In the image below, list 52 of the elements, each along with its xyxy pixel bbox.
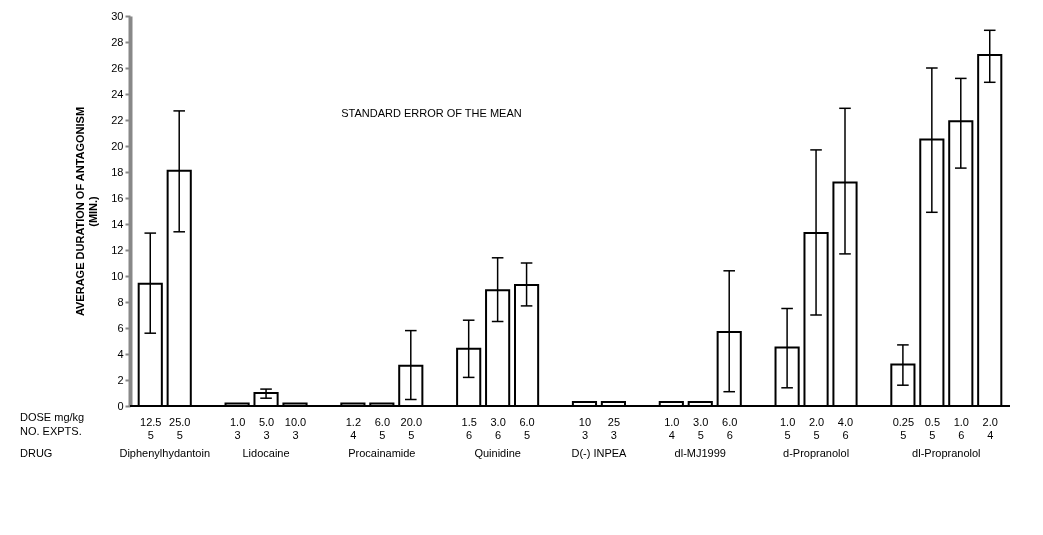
y-tick-label: 22 bbox=[111, 113, 124, 126]
text: d-Propranolol bbox=[783, 447, 850, 459]
text: DRUG bbox=[20, 447, 53, 459]
x-tick-label: 6.0 5 bbox=[519, 415, 535, 441]
x-tick-label: 4.0 6 bbox=[837, 415, 854, 441]
y-tick-label: 2 bbox=[117, 373, 124, 386]
text: Lidocaine bbox=[242, 447, 290, 459]
x-tick-label: 2.0 4 bbox=[982, 415, 998, 441]
y-tick-label: 8 bbox=[117, 295, 124, 308]
text: Diphenylhydantoin bbox=[119, 447, 210, 459]
x-tick-label: 25 3 bbox=[607, 415, 621, 441]
x-tick-label: 1.0 3 bbox=[229, 415, 246, 441]
y-tick-label: 6 bbox=[117, 321, 124, 334]
x-tick-label: 0.25 5 bbox=[892, 415, 915, 441]
x-tick-label: 1.2 4 bbox=[345, 415, 362, 441]
x-tick-label: 10.0 3 bbox=[284, 415, 307, 441]
text: D(-) INPEA bbox=[571, 447, 628, 459]
x-tick-label: 3.0 6 bbox=[490, 415, 506, 441]
y-tick-label: 20 bbox=[111, 139, 124, 152]
x-tick-label: 5.0 3 bbox=[258, 415, 275, 441]
y-tick-label: 14 bbox=[111, 217, 124, 230]
x-tick-label: 2.0 5 bbox=[808, 415, 825, 441]
y-tick-label: 28 bbox=[111, 35, 124, 48]
text: dl-Propranolol bbox=[912, 447, 981, 459]
x-tick-label: 1.0 6 bbox=[953, 415, 969, 441]
y-tick-label: 30 bbox=[111, 9, 124, 22]
y-tick-label: 18 bbox=[111, 165, 124, 178]
y-axis-title: AVERAGE DURATION OF ANTAGONISM (MIN.) bbox=[74, 106, 100, 317]
y-tick-label: 24 bbox=[111, 87, 124, 100]
x-tick-label: 6.0 5 bbox=[374, 415, 390, 441]
text: DOSE mg/kg bbox=[20, 411, 85, 423]
x-tick-label: 1.0 4 bbox=[664, 415, 680, 441]
x-tick-label: 20.0 5 bbox=[400, 415, 422, 441]
y-tick-label: 0 bbox=[117, 399, 124, 412]
x-tick-label: 10 3 bbox=[578, 415, 592, 441]
y-tick-label: 16 bbox=[111, 191, 124, 204]
text: Quinidine bbox=[474, 447, 521, 459]
text: dl-MJ1999 bbox=[674, 447, 726, 459]
x-tick-label: 3.0 5 bbox=[693, 415, 709, 441]
text: NO. EXPTS. bbox=[20, 425, 82, 437]
x-tick-label: 6.0 6 bbox=[722, 415, 738, 441]
y-tick-label: 12 bbox=[111, 243, 124, 256]
text: Procainamide bbox=[348, 447, 416, 459]
x-tick-label: 0.5 5 bbox=[924, 415, 940, 441]
x-tick-label: 1.0 5 bbox=[779, 415, 796, 441]
annotation: STANDARD ERROR OF THE MEAN bbox=[341, 106, 522, 119]
y-tick-label: 26 bbox=[111, 61, 124, 74]
y-tick-label: 4 bbox=[117, 347, 124, 360]
x-tick-label: 12.5 5 bbox=[140, 415, 162, 441]
x-tick-label: 25.0 5 bbox=[169, 415, 191, 441]
y-tick-label: 10 bbox=[111, 269, 124, 282]
x-tick-label: 1.5 6 bbox=[461, 415, 477, 441]
